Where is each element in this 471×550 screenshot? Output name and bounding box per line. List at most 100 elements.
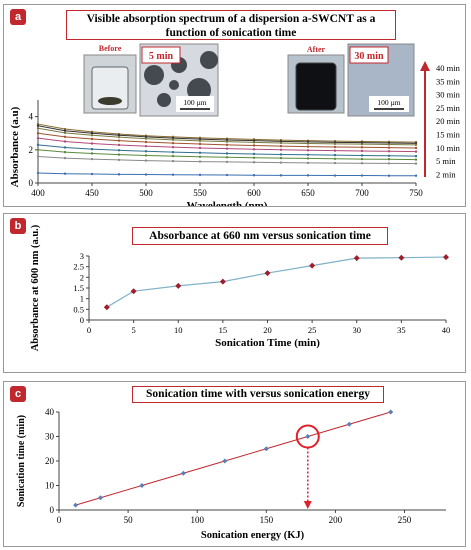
- x-tick-label: 25: [308, 325, 317, 335]
- series-point: [387, 158, 391, 161]
- data-point: [219, 278, 226, 285]
- x-tick-label: 250: [398, 515, 412, 525]
- data-point: [353, 255, 360, 262]
- after-vial: [295, 62, 337, 111]
- series-point: [198, 137, 202, 141]
- series-point: [90, 142, 94, 145]
- series-point: [387, 162, 391, 165]
- series-point: [171, 159, 175, 163]
- legend-entry: 15 min: [436, 130, 461, 140]
- series-point: [144, 154, 148, 157]
- series-point: [414, 162, 418, 165]
- data-point: [443, 254, 449, 261]
- panel-a-title: Visible absorption spectrum of a dispers…: [66, 10, 396, 40]
- y-tick-label: 0: [80, 315, 84, 325]
- series-point: [279, 153, 283, 156]
- data-point: [222, 458, 228, 464]
- series-point: [387, 154, 391, 157]
- series-point: [279, 148, 283, 151]
- x-tick-label: 450: [85, 188, 99, 198]
- panel-b-title: Absorbance at 660 nm versus sonication t…: [132, 227, 388, 245]
- series-point: [414, 174, 418, 177]
- data-line: [106, 256, 447, 308]
- series-point: [36, 124, 40, 127]
- data-point: [305, 434, 311, 439]
- legend-entry: 5 min: [436, 156, 456, 166]
- y-axis-label: Absorbance at 600 nm (a.u.): [30, 224, 41, 351]
- series-point: [117, 135, 121, 139]
- series-point: [279, 144, 283, 148]
- series-point: [387, 174, 391, 177]
- inset-label-before: Before: [99, 44, 122, 53]
- series-point: [279, 140, 283, 143]
- legend-entry: 30 min: [436, 90, 461, 100]
- series-point: [360, 162, 364, 165]
- panel-b: b Absorbance at 660 nm versus sonication…: [3, 213, 466, 373]
- series-point: [306, 140, 310, 144]
- series-point: [171, 154, 175, 158]
- legend-entry: 2 min: [436, 169, 456, 179]
- panel-c-label: c: [10, 386, 26, 402]
- x-axis-label: Sonication energy (KJ): [201, 530, 305, 541]
- series-point: [144, 140, 148, 144]
- series-point: [171, 150, 175, 154]
- series-point: [225, 138, 229, 142]
- data-point: [103, 304, 110, 311]
- series-point: [63, 156, 67, 160]
- series-point: [144, 150, 148, 153]
- series-point: [414, 143, 418, 147]
- y-tick-label: 4: [29, 112, 34, 122]
- highlight-arrow-head: [303, 501, 312, 509]
- series-point: [333, 153, 337, 157]
- inset-label-after: After: [307, 45, 326, 54]
- series-point: [90, 137, 94, 141]
- series-point: [414, 158, 418, 161]
- x-tick-label: 750: [409, 188, 423, 198]
- x-tick-label: 20: [263, 325, 272, 335]
- series-point: [279, 141, 283, 145]
- legend-entry: 10 min: [436, 143, 461, 153]
- series-point: [252, 141, 256, 144]
- legend-entry: 25 min: [436, 103, 461, 113]
- x-tick-label: 10: [174, 325, 183, 335]
- x-tick-label: 100: [190, 515, 204, 525]
- series-point: [198, 151, 202, 154]
- y-tick-label: 10: [45, 481, 55, 491]
- series-point: [198, 160, 202, 163]
- series-point: [90, 147, 94, 151]
- series-point: [360, 142, 364, 146]
- series-point: [63, 146, 67, 149]
- data-point: [175, 282, 182, 289]
- legend-arrow-head: [420, 61, 430, 71]
- data-point: [97, 495, 103, 501]
- y-tick-label: 30: [45, 432, 55, 442]
- series-point: [360, 157, 364, 161]
- series-point: [198, 142, 202, 146]
- series-point: [63, 131, 67, 135]
- y-tick-label: 0: [50, 505, 55, 515]
- y-tick-label: 0.5: [73, 304, 84, 314]
- x-tick-label: 30: [353, 325, 362, 335]
- x-tick-label: 400: [31, 188, 45, 198]
- panel-a-label: a: [10, 9, 26, 25]
- series-point: [306, 145, 310, 148]
- data-point: [264, 270, 271, 277]
- x-tick-label: 15: [219, 325, 228, 335]
- legend-entry: 20 min: [436, 116, 461, 126]
- series-point: [198, 155, 202, 158]
- scale-bar-bg-5min: [176, 96, 214, 112]
- series-point: [144, 144, 148, 148]
- series-point: [144, 173, 148, 176]
- series-point: [63, 127, 67, 131]
- series-point: [252, 161, 256, 164]
- series-point: [63, 129, 67, 132]
- scale-bar-bg-30min: [369, 96, 409, 112]
- series-point: [198, 146, 202, 150]
- series-point: [63, 172, 67, 175]
- series-point: [171, 136, 175, 140]
- data-point: [180, 470, 186, 476]
- series-point: [144, 137, 148, 140]
- series-point: [333, 142, 337, 146]
- x-tick-label: 0: [87, 325, 91, 335]
